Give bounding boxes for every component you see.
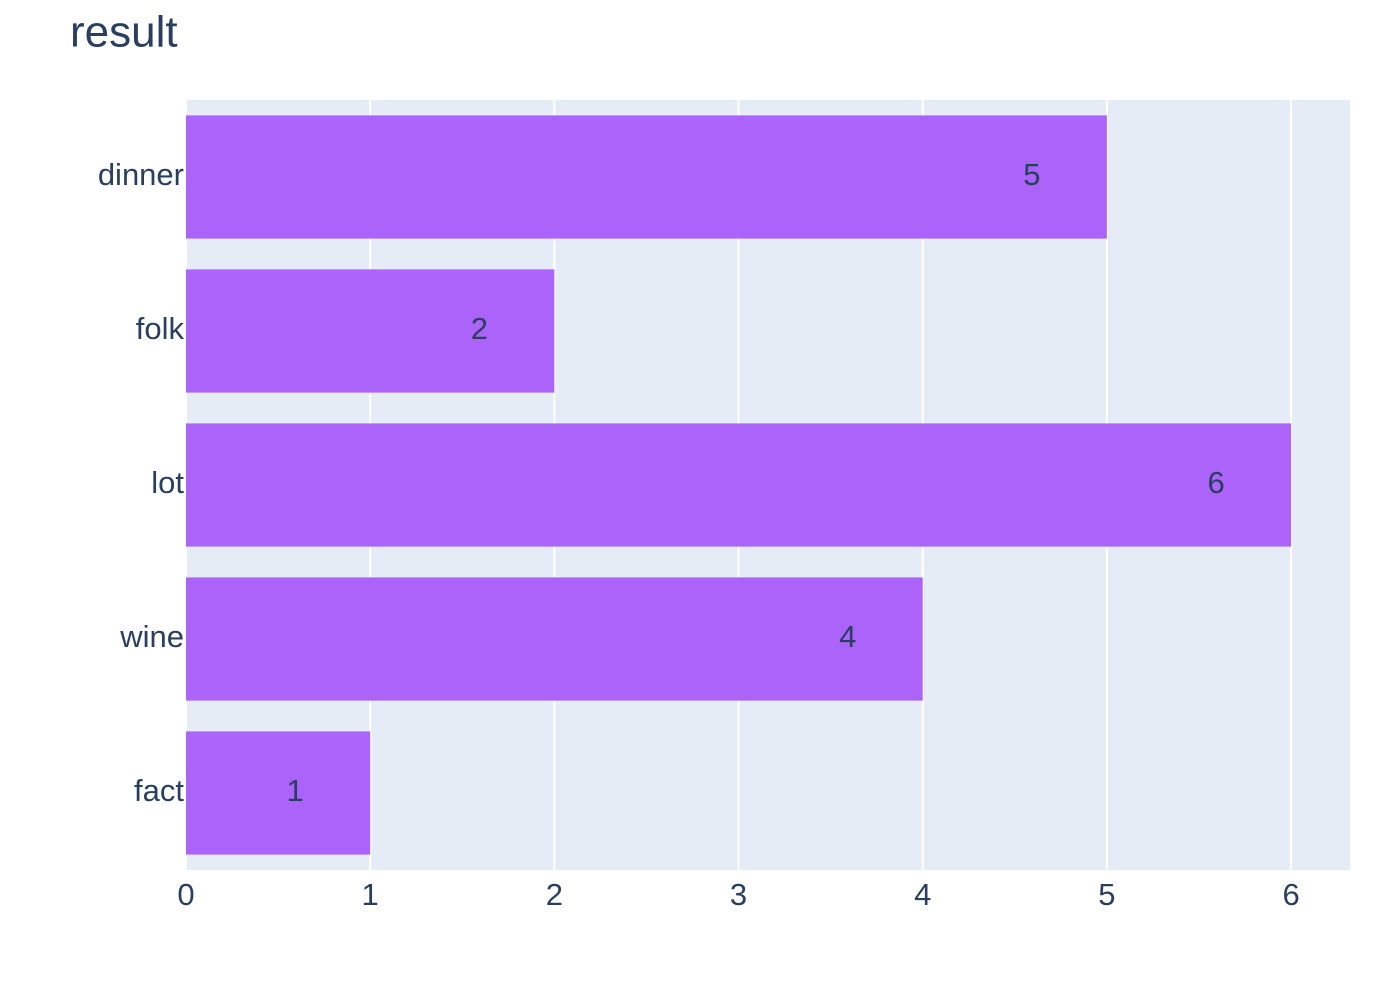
y-tick-label: fact <box>134 773 184 808</box>
value-label: 1 <box>287 773 304 808</box>
bar <box>186 577 923 701</box>
value-label: 6 <box>1207 465 1224 500</box>
x-tick-label: 5 <box>1098 877 1115 912</box>
y-tick-label: lot <box>151 465 184 500</box>
y-tick-label: wine <box>119 619 184 654</box>
value-label: 4 <box>839 619 856 654</box>
x-tick-label: 3 <box>730 877 747 912</box>
value-label: 2 <box>471 311 488 346</box>
chart-title: result <box>70 8 178 57</box>
x-tick-label: 4 <box>914 877 931 912</box>
x-tick-label: 6 <box>1282 877 1299 912</box>
value-label: 5 <box>1023 157 1040 192</box>
x-tick-label: 2 <box>546 877 563 912</box>
bar <box>186 423 1292 547</box>
x-tick-label: 0 <box>177 877 194 912</box>
bar <box>186 115 1107 239</box>
x-tick-label: 1 <box>362 877 379 912</box>
y-tick-label: folk <box>136 311 185 346</box>
bar <box>186 269 555 393</box>
y-tick-label: dinner <box>98 157 184 192</box>
bar <box>186 731 371 855</box>
